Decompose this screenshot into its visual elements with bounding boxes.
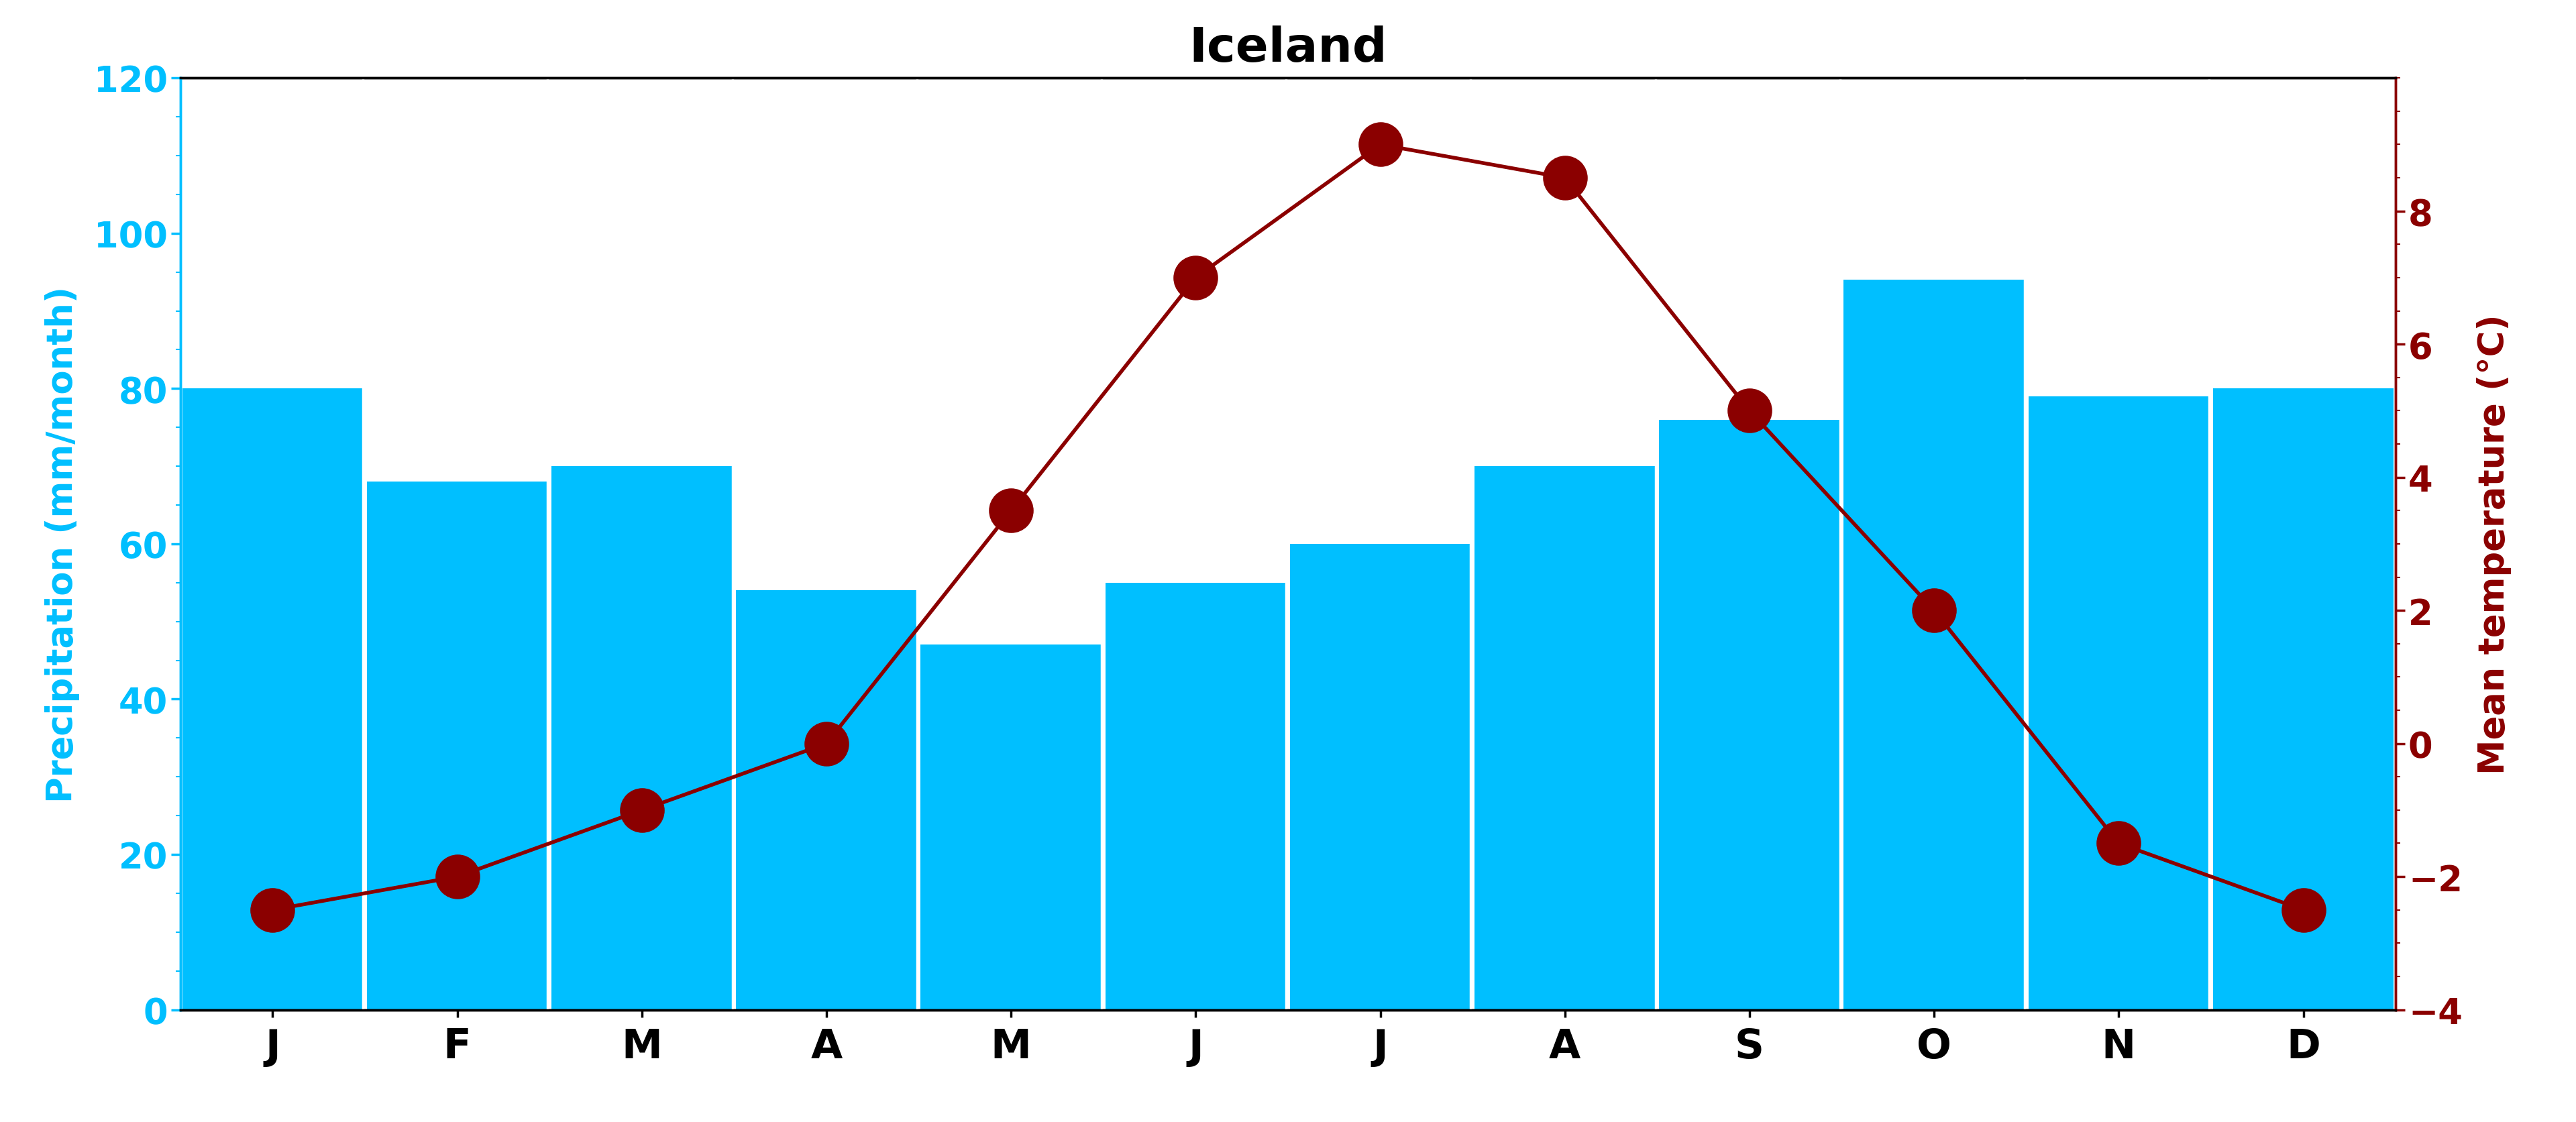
Title: Iceland: Iceland: [1190, 26, 1386, 72]
Point: [1175, 269, 1216, 287]
Bar: [1291, 544, 1471, 1010]
Point: [621, 801, 662, 819]
Point: [2282, 901, 2324, 919]
Bar: [920, 645, 1103, 1010]
Point: [1728, 402, 1770, 420]
Bar: [1659, 420, 1839, 1010]
Bar: [366, 482, 549, 1010]
Point: [1360, 136, 1401, 154]
Bar: [2213, 389, 2393, 1010]
Point: [252, 901, 294, 919]
Y-axis label: Precipitation (mm/month): Precipitation (mm/month): [44, 286, 80, 802]
Bar: [183, 389, 363, 1010]
Bar: [2027, 397, 2210, 1010]
Bar: [1844, 280, 2025, 1010]
Point: [2099, 835, 2141, 853]
Bar: [1105, 583, 1285, 1010]
Point: [992, 502, 1033, 519]
Point: [438, 867, 479, 885]
Point: [806, 735, 848, 753]
Y-axis label: Mean temperature (°C): Mean temperature (°C): [2476, 314, 2512, 774]
Bar: [737, 590, 917, 1010]
Bar: [551, 467, 732, 1010]
Point: [1914, 601, 1955, 619]
Point: [1546, 169, 1587, 187]
Bar: [1473, 467, 1656, 1010]
